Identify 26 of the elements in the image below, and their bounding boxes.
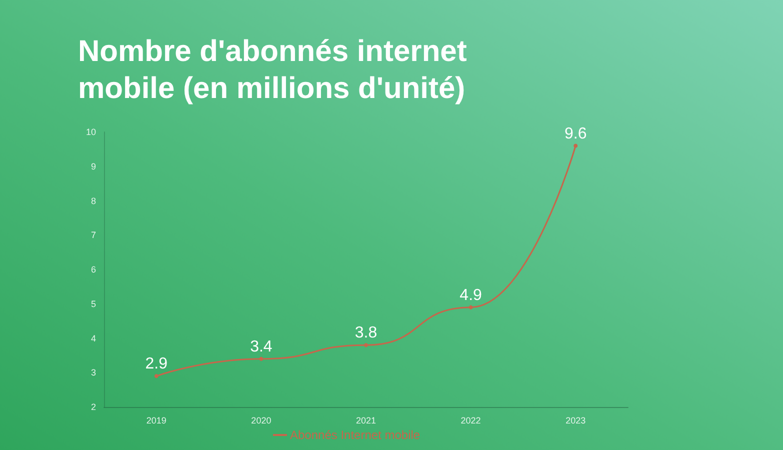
y-tick-label: 5 <box>90 298 96 309</box>
legend-label: Abonnés Internet mobile <box>290 428 420 442</box>
x-tick-label: 2021 <box>356 416 376 426</box>
y-tick-label: 7 <box>90 230 96 240</box>
y-tick-label: 4 <box>90 333 96 344</box>
data-label: 3.4 <box>250 338 272 356</box>
y-tick-label: 3 <box>90 368 96 378</box>
x-tick-label: 2020 <box>251 416 272 426</box>
point <box>364 343 368 348</box>
data-label: 2.9 <box>145 356 168 373</box>
y-tick-label: 9 <box>90 161 96 172</box>
data-label: 9.6 <box>564 125 587 142</box>
data-label: 3.8 <box>354 324 378 342</box>
point <box>259 356 264 361</box>
point <box>468 305 473 310</box>
y-tick-label: 6 <box>90 264 96 274</box>
point <box>154 374 158 378</box>
x-tick-label: 2019 <box>146 416 166 426</box>
x-tick-label: 2023 <box>566 416 586 426</box>
chart-title: Nombre d'abonnés internet mobile (en millions d'unité) <box>78 34 468 107</box>
y-tick-label: 8 <box>90 196 96 206</box>
x-tick-label: 2022 <box>460 416 481 426</box>
y-tick-label: 10 <box>86 127 96 137</box>
y-tick-label: 2 <box>90 402 96 412</box>
point <box>574 144 578 148</box>
data-label: 4.9 <box>460 286 482 304</box>
